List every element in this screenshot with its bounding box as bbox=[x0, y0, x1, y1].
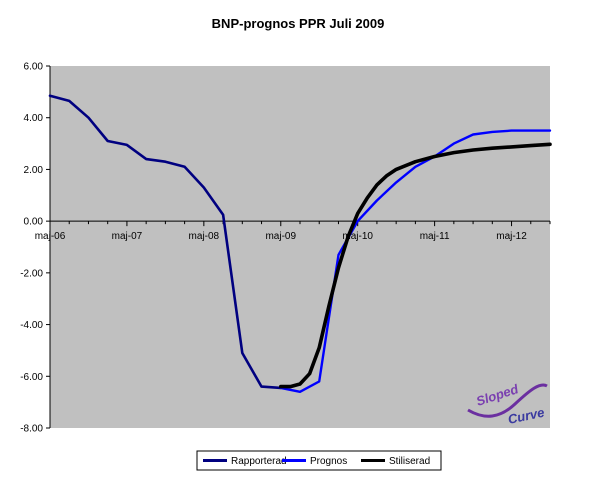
x-tick-label: maj-07 bbox=[112, 231, 143, 242]
x-tick-label: maj-10 bbox=[342, 231, 373, 242]
x-tick-label: maj-06 bbox=[35, 231, 66, 242]
series-line-stiliserad bbox=[278, 142, 552, 389]
y-tick-label: 0.00 bbox=[24, 217, 44, 228]
plot-area bbox=[50, 66, 550, 428]
y-tick-label: -8.00 bbox=[20, 424, 43, 435]
y-tick-label: -4.00 bbox=[20, 320, 43, 331]
series-line-prognos bbox=[279, 129, 552, 393]
y-tick-label: 2.00 bbox=[24, 165, 44, 176]
y-tick-label: -2.00 bbox=[20, 268, 43, 279]
y-axis: 6.00 4.00 2.00 0.00 -2.00 -4.00 -6.00 -8.00 bbox=[20, 62, 51, 435]
y-tick-label: -6.00 bbox=[20, 372, 43, 383]
x-tick-label: maj-09 bbox=[265, 231, 296, 242]
legend: Rapporterad Prognos Stiliserad bbox=[196, 450, 442, 471]
legend-label: Stiliserad bbox=[389, 456, 430, 467]
legend-label: Rapporterad bbox=[231, 456, 287, 467]
y-tick-label: 6.00 bbox=[24, 62, 44, 73]
chart-title: BNP-prognos PPR Juli 2009 bbox=[212, 16, 385, 31]
x-tick-label: maj-08 bbox=[189, 231, 220, 242]
x-axis: maj-06 maj-07 maj-08 maj-09 maj-10 maj-11 maj-… bbox=[35, 220, 551, 242]
logo-text-line2: Curve bbox=[507, 405, 546, 427]
x-tick-label: maj-11 bbox=[420, 231, 450, 242]
y-tick-label: 4.00 bbox=[24, 113, 44, 124]
legend-box bbox=[196, 450, 442, 471]
legend-label: Prognos bbox=[310, 456, 347, 467]
series-layer bbox=[48, 94, 552, 393]
x-tick-label: maj-12 bbox=[496, 231, 527, 242]
series-line-rapporterad bbox=[48, 94, 283, 390]
